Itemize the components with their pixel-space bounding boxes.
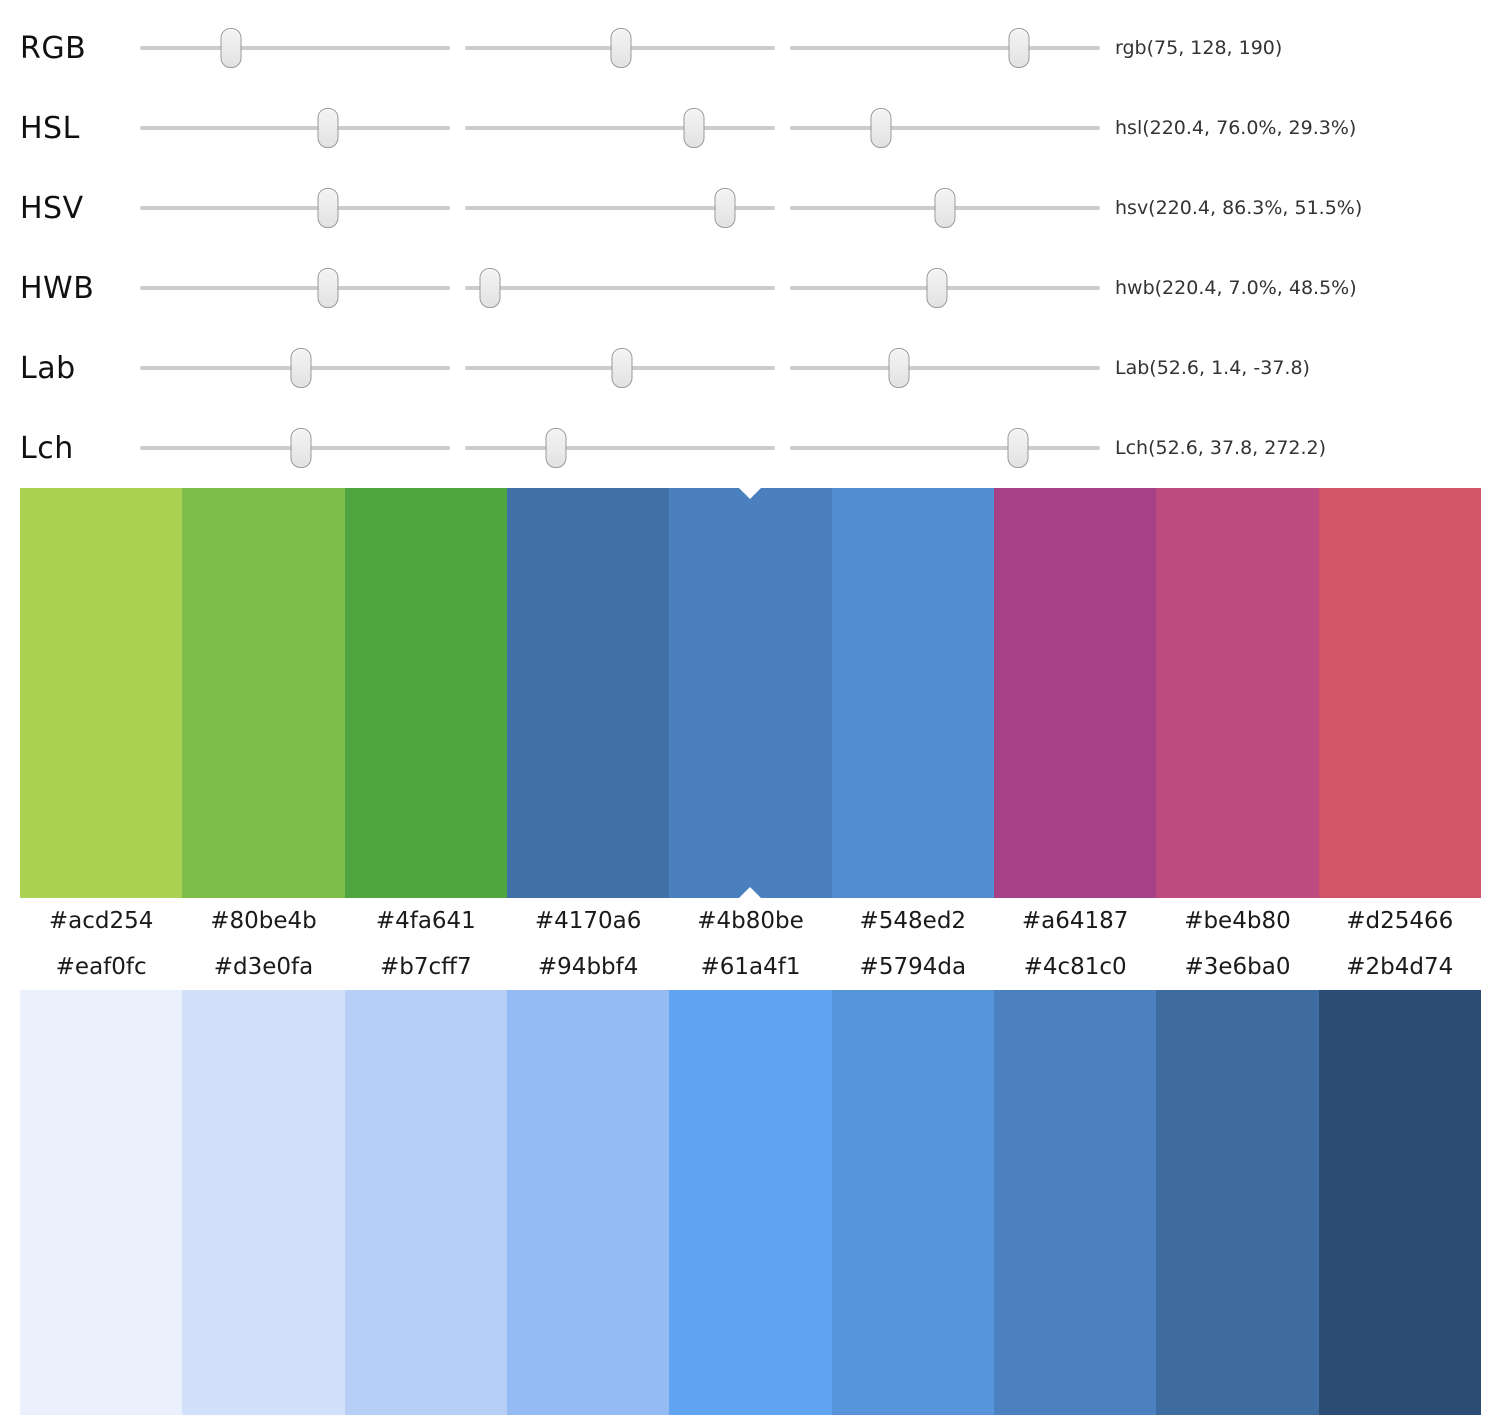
hue-hex-label: #4b80be (697, 908, 804, 934)
hue-hex-label: #d25466 (1346, 908, 1454, 934)
lch-h-slider-track[interactable] (790, 428, 1100, 468)
shade-swatch[interactable] (344, 990, 507, 1415)
lch-c-slider-thumb[interactable] (545, 428, 567, 468)
rgb-blue-slider-track[interactable] (790, 28, 1100, 68)
rgb-red-slider-track[interactable] (140, 28, 450, 68)
shade-strip (20, 990, 1481, 1415)
hue-hex-label: #a64187 (1021, 908, 1129, 934)
hsv-model-label: HSV (20, 190, 84, 226)
rgb-blue-slider-thumb[interactable] (1008, 28, 1030, 68)
shade-swatch[interactable] (993, 990, 1157, 1415)
rgb-green-slider-thumb[interactable] (610, 28, 632, 68)
slider-row-lab: Lab Lab(52.6, 1.4, -37.8) (0, 328, 1501, 408)
lab-a-slider-thumb[interactable] (611, 348, 633, 388)
rgb-red-slider-thumb[interactable] (220, 28, 242, 68)
hsl-value-text: hsl(220.4, 76.0%, 29.3%) (1115, 117, 1357, 139)
hsv-hue-slider-thumb[interactable] (317, 188, 339, 228)
slider-panel: RGB rgb(75, 128, 190) HSL hsl(220 (0, 0, 1501, 488)
shade-swatch[interactable] (20, 990, 183, 1415)
lch-l-slider-thumb[interactable] (290, 428, 312, 468)
lab-value-text: Lab(52.6, 1.4, -37.8) (1115, 357, 1310, 379)
lch-value-text: Lch(52.6, 37.8, 272.2) (1115, 437, 1327, 459)
lab-model-label: Lab (20, 350, 76, 386)
hsv-value-slider-track[interactable] (790, 188, 1100, 228)
hwb-model-label: HWB (20, 270, 95, 306)
hue-hex-label: #be4b80 (1184, 908, 1291, 934)
slider-row-lch: Lch Lch(52.6, 37.8, 272.2) (0, 408, 1501, 488)
selection-notch-bottom-icon (739, 887, 762, 898)
shade-hex-label: #61a4f1 (700, 954, 801, 980)
hsl-saturation-slider-thumb[interactable] (683, 108, 705, 148)
hue-swatch[interactable] (1156, 488, 1319, 898)
rgb-model-label: RGB (20, 30, 87, 66)
hsv-saturation-slider-thumb[interactable] (714, 188, 736, 228)
lab-a-slider-track[interactable] (465, 348, 775, 388)
hue-hex-label-row: #acd254 #80be4b #4fa641 #4170a6 #4b80be … (20, 898, 1481, 944)
hue-swatch-selected[interactable] (669, 488, 832, 898)
palette-section: #acd254 #80be4b #4fa641 #4170a6 #4b80be … (20, 488, 1481, 1415)
hwb-blackness-slider-thumb[interactable] (926, 268, 948, 308)
shade-swatch[interactable] (182, 990, 345, 1415)
lch-h-slider-thumb[interactable] (1007, 428, 1029, 468)
hsl-saturation-slider-track[interactable] (465, 108, 775, 148)
hue-swatch[interactable] (182, 488, 345, 898)
hsv-hue-slider-track[interactable] (140, 188, 450, 228)
hue-hex-label: #4fa641 (375, 908, 476, 934)
hue-hex-label: #548ed2 (859, 908, 967, 934)
shade-swatch[interactable] (669, 990, 832, 1415)
shade-hex-label: #94bbf4 (537, 954, 639, 980)
shade-hex-label-row: #eaf0fc #d3e0fa #b7cff7 #94bbf4 #61a4f1 … (20, 944, 1481, 990)
hwb-value-text: hwb(220.4, 7.0%, 48.5%) (1115, 277, 1357, 299)
slider-row-hwb: HWB hwb(220.4, 7.0%, 48.5%) (0, 248, 1501, 328)
hwb-whiteness-slider-thumb[interactable] (479, 268, 501, 308)
rgb-green-slider-track[interactable] (465, 28, 775, 68)
shade-swatch[interactable] (506, 990, 670, 1415)
shade-swatch[interactable] (1156, 990, 1319, 1415)
shade-hex-label: #4c81c0 (1023, 954, 1127, 980)
hsl-hue-slider-track[interactable] (140, 108, 450, 148)
hsl-lightness-slider-thumb[interactable] (870, 108, 892, 148)
lab-l-slider-track[interactable] (140, 348, 450, 388)
hue-swatch[interactable] (1318, 488, 1481, 898)
slider-row-hsv: HSV hsv(220.4, 86.3%, 51.5%) (0, 168, 1501, 248)
hue-swatch[interactable] (506, 488, 670, 898)
lab-b-slider-track[interactable] (790, 348, 1100, 388)
hue-swatch[interactable] (344, 488, 507, 898)
shade-hex-label: #2b4d74 (1346, 954, 1454, 980)
hue-hex-label: #80be4b (210, 908, 317, 934)
hue-strip (20, 488, 1481, 898)
hwb-whiteness-slider-track[interactable] (465, 268, 775, 308)
hsl-hue-slider-thumb[interactable] (317, 108, 339, 148)
hue-swatch[interactable] (993, 488, 1157, 898)
hsl-lightness-slider-track[interactable] (790, 108, 1100, 148)
hwb-blackness-slider-track[interactable] (790, 268, 1100, 308)
shade-hex-label: #5794da (859, 954, 967, 980)
lch-l-slider-track[interactable] (140, 428, 450, 468)
lch-model-label: Lch (20, 430, 74, 466)
hue-swatch[interactable] (20, 488, 183, 898)
shade-hex-label: #d3e0fa (213, 954, 314, 980)
lab-b-slider-thumb[interactable] (888, 348, 910, 388)
hwb-hue-slider-thumb[interactable] (317, 268, 339, 308)
lch-c-slider-track[interactable] (465, 428, 775, 468)
hsl-model-label: HSL (20, 110, 80, 146)
shade-hex-label: #eaf0fc (55, 954, 147, 980)
lab-l-slider-thumb[interactable] (290, 348, 312, 388)
slider-row-hsl: HSL hsl(220.4, 76.0%, 29.3%) (0, 88, 1501, 168)
hsv-value-text: hsv(220.4, 86.3%, 51.5%) (1115, 197, 1363, 219)
hsv-saturation-slider-track[interactable] (465, 188, 775, 228)
shade-swatch[interactable] (831, 990, 994, 1415)
selection-notch-top-icon (739, 488, 762, 499)
rgb-value-text: rgb(75, 128, 190) (1115, 37, 1283, 59)
shade-hex-label: #b7cff7 (380, 954, 472, 980)
hue-hex-label: #4170a6 (534, 908, 642, 934)
shade-hex-label: #3e6ba0 (1184, 954, 1291, 980)
hsv-value-slider-thumb[interactable] (934, 188, 956, 228)
hwb-hue-slider-track[interactable] (140, 268, 450, 308)
hue-hex-label: #acd254 (48, 908, 154, 934)
shade-swatch[interactable] (1318, 990, 1481, 1415)
slider-row-rgb: RGB rgb(75, 128, 190) (0, 8, 1501, 88)
hue-swatch[interactable] (831, 488, 994, 898)
